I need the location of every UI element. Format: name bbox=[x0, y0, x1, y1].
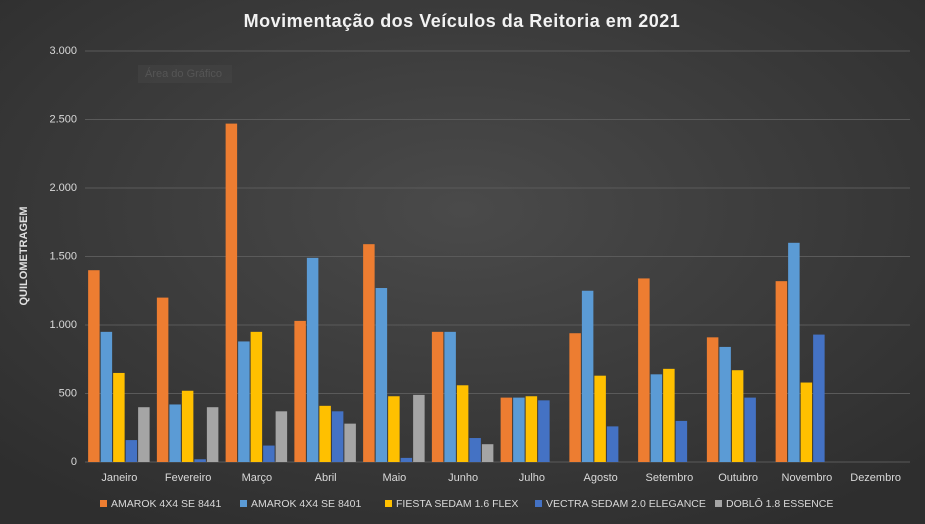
bar bbox=[525, 396, 538, 462]
legend-swatch bbox=[535, 500, 542, 507]
bar bbox=[294, 320, 306, 462]
bar bbox=[706, 337, 719, 462]
y-tick-label: 2.500 bbox=[49, 113, 77, 125]
legend-label: DOBLÔ 1.8 ESSENCE bbox=[726, 497, 833, 510]
legend-label: FIESTA SEDAM 1.6 FLEX bbox=[396, 498, 518, 510]
bar bbox=[719, 346, 731, 462]
bar bbox=[363, 244, 375, 462]
bar bbox=[388, 396, 400, 462]
legend-label: VECTRA SEDAM 2.0 ELEGANCE bbox=[546, 498, 706, 510]
tooltip: Área do Gráfico bbox=[145, 67, 222, 80]
x-tick-label: Dezembro bbox=[850, 472, 901, 484]
bar bbox=[444, 331, 456, 462]
y-tick-label: 500 bbox=[59, 387, 77, 399]
x-tick-label: Janeiro bbox=[101, 472, 137, 484]
bar bbox=[431, 331, 444, 462]
legend-swatch bbox=[100, 500, 107, 507]
x-tick-label: Novembro bbox=[782, 472, 833, 484]
bar bbox=[606, 426, 619, 462]
x-tick-label: Setembro bbox=[646, 472, 694, 484]
x-tick-label: Agosto bbox=[584, 472, 618, 484]
bar bbox=[331, 411, 344, 462]
bar bbox=[206, 407, 219, 462]
x-tick-label: Julho bbox=[519, 472, 545, 484]
bar bbox=[788, 242, 800, 462]
bar bbox=[113, 372, 125, 462]
bar bbox=[100, 331, 113, 462]
bar bbox=[500, 397, 513, 462]
bar bbox=[400, 457, 413, 462]
bar bbox=[800, 382, 813, 462]
x-tick-label: Maio bbox=[382, 472, 406, 484]
bar bbox=[263, 445, 275, 462]
y-tick-label: 1.000 bbox=[49, 319, 77, 331]
bar bbox=[538, 400, 550, 462]
legend-swatch bbox=[240, 500, 247, 507]
y-tick-label: 3.000 bbox=[49, 45, 77, 57]
bar bbox=[88, 270, 100, 462]
bar bbox=[225, 123, 238, 463]
legend-swatch bbox=[715, 500, 722, 507]
x-tick-label: Abril bbox=[315, 472, 337, 484]
bar bbox=[569, 333, 581, 462]
bar bbox=[663, 368, 675, 462]
bar bbox=[744, 397, 756, 462]
bar bbox=[181, 390, 194, 462]
bar bbox=[413, 394, 425, 462]
bar bbox=[319, 405, 331, 462]
bar bbox=[638, 278, 650, 462]
bar bbox=[375, 288, 388, 462]
x-tick-label: Fevereiro bbox=[165, 472, 211, 484]
legend-swatch bbox=[385, 500, 392, 507]
y-tick-label: 1.500 bbox=[49, 250, 77, 262]
bar bbox=[306, 257, 319, 462]
bar bbox=[125, 440, 138, 462]
y-tick-label: 0 bbox=[71, 456, 77, 468]
bar bbox=[194, 459, 206, 462]
bar bbox=[344, 423, 356, 462]
x-tick-label: Março bbox=[242, 472, 273, 484]
bar bbox=[456, 385, 469, 462]
bar bbox=[169, 404, 181, 462]
bar bbox=[469, 438, 481, 462]
bar bbox=[513, 397, 525, 462]
legend-label: AMAROK 4X4 SE 8441 bbox=[111, 498, 221, 510]
y-tick-label: 2.000 bbox=[49, 182, 77, 194]
bar bbox=[138, 407, 150, 462]
bar bbox=[581, 290, 594, 462]
bar bbox=[250, 331, 263, 462]
bar bbox=[275, 411, 288, 462]
x-tick-label: Outubro bbox=[718, 472, 758, 484]
bar bbox=[156, 297, 169, 462]
legend-label: AMAROK 4X4 SE 8401 bbox=[251, 498, 361, 510]
tooltip-box bbox=[138, 65, 232, 83]
bar bbox=[481, 444, 494, 462]
y-axis-label: QUILOMETRAGEM bbox=[18, 207, 30, 306]
bar bbox=[731, 370, 744, 462]
bar bbox=[594, 375, 606, 462]
bar bbox=[813, 334, 825, 462]
chart-title: Movimentação dos Veículos da Reitoria em… bbox=[244, 11, 681, 31]
bar bbox=[675, 420, 688, 462]
bar bbox=[238, 341, 250, 462]
x-tick-label: Junho bbox=[448, 472, 478, 484]
bar bbox=[775, 281, 788, 462]
bar bbox=[650, 374, 663, 462]
